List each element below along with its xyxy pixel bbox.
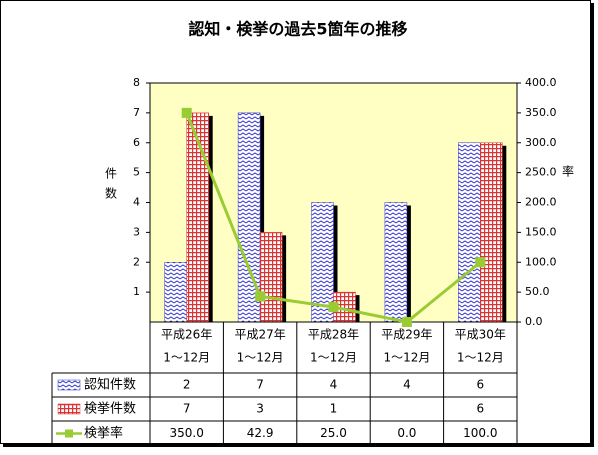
x-tick-label: 平成28年: [308, 328, 359, 342]
line-marker: [328, 302, 339, 313]
plot-border: [149, 82, 518, 323]
x-tick-label: 1〜12月: [457, 351, 504, 365]
x-tick-label: 1〜12月: [310, 351, 357, 365]
line-marker: [255, 291, 266, 302]
line-marker: [475, 257, 486, 268]
bar-shadow: [355, 295, 360, 322]
y-tick-label: 3: [133, 225, 140, 238]
table-value: 3: [256, 402, 264, 416]
bar: [384, 202, 408, 323]
x-tick-label: 1〜12月: [237, 351, 284, 365]
y2-tick-label: 150.0: [525, 225, 557, 238]
bar-shadow: [260, 115, 265, 322]
legend-label: 検挙件数: [84, 402, 136, 417]
y2-tick-label: 0.0: [525, 315, 543, 328]
y2-axis-label: 率: [562, 164, 574, 179]
y2-tick-label: 200.0: [525, 196, 557, 209]
table-value: 6: [476, 402, 484, 416]
bar: [480, 142, 503, 323]
y2-tick-label: 350.0: [525, 106, 557, 119]
legend-key: [65, 429, 73, 438]
bar-shadow: [282, 235, 287, 322]
bar: [259, 232, 283, 323]
x-tick-label: 1〜12月: [383, 351, 430, 365]
y-axis-label: 件: [105, 167, 117, 181]
y-tick-label: 7: [133, 106, 140, 119]
table-value: 25.0: [320, 426, 347, 440]
line-marker: [181, 107, 192, 118]
y-tick-label: 5: [133, 166, 140, 179]
line-marker: [401, 317, 412, 327]
x-tick-label: 1〜12月: [163, 351, 210, 365]
table-value: 4: [330, 378, 338, 392]
legend-key: [57, 379, 81, 391]
table-value: 350.0: [170, 426, 204, 440]
y2-tick-label: 50.0: [525, 285, 550, 298]
table-value: 7: [183, 402, 191, 416]
table-value: 4: [403, 378, 411, 392]
y2-tick-label: 100.0: [525, 255, 557, 268]
x-tick-label: 平成30年: [455, 328, 506, 342]
y-tick-label: 4: [133, 196, 140, 209]
x-tick-label: 平成27年: [234, 328, 285, 342]
y-tick-label: 6: [133, 136, 140, 149]
y2-tick-label: 400.0: [525, 76, 557, 89]
bar-shadow: [208, 115, 213, 322]
table-value: 0.0: [397, 426, 416, 440]
y-tick-label: 2: [133, 255, 140, 268]
bar: [164, 262, 187, 323]
bar: [458, 142, 481, 323]
y-axis-label: 数: [105, 186, 117, 201]
table-value: 42.9: [247, 426, 274, 440]
chart-title: 認知・検挙の過去5箇年の推移: [188, 20, 407, 39]
y2-tick-label: 250.0: [525, 166, 557, 179]
y-tick-label: 8: [133, 76, 140, 89]
legend-label: 検挙率: [84, 425, 123, 441]
legend-key: [57, 403, 81, 415]
table-value: 6: [476, 378, 484, 392]
table-value: 2: [183, 378, 191, 392]
bar-shadow: [333, 205, 338, 322]
bar-shadow: [502, 145, 507, 322]
y2-tick-label: 300.0: [525, 136, 557, 149]
table-value: 100.0: [463, 426, 497, 440]
table-value: 7: [256, 378, 264, 392]
x-tick-label: 平成26年: [161, 328, 212, 342]
bar-shadow: [406, 205, 411, 322]
table-value: 1: [330, 402, 338, 416]
legend-label: 認知件数: [84, 377, 136, 393]
x-tick-label: 平成29年: [381, 328, 432, 342]
y-tick-label: 1: [133, 285, 140, 298]
